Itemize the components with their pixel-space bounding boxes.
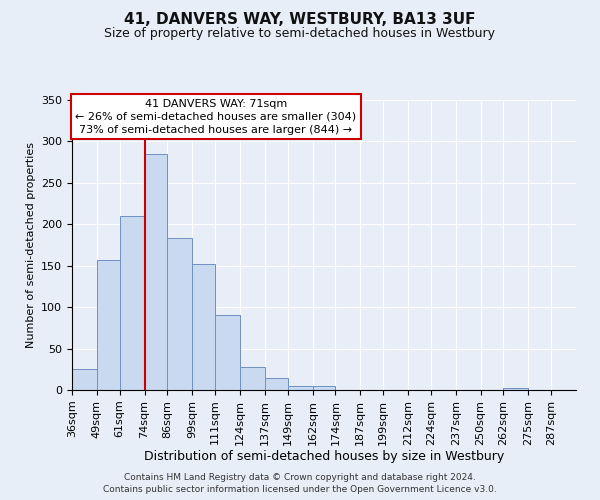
- Bar: [215, 314, 240, 390]
- X-axis label: Distribution of semi-detached houses by size in Westbury: Distribution of semi-detached houses by …: [144, 450, 504, 464]
- Bar: [145, 154, 167, 390]
- Bar: [240, 367, 265, 390]
- Text: Contains public sector information licensed under the Open Government Licence v3: Contains public sector information licen…: [103, 484, 497, 494]
- Bar: [167, 238, 192, 390]
- Bar: [97, 260, 120, 390]
- Text: Contains HM Land Registry data © Crown copyright and database right 2024.: Contains HM Land Registry data © Crown c…: [124, 473, 476, 482]
- Text: 41, DANVERS WAY, WESTBURY, BA13 3UF: 41, DANVERS WAY, WESTBURY, BA13 3UF: [124, 12, 476, 28]
- Bar: [503, 388, 528, 390]
- Text: Size of property relative to semi-detached houses in Westbury: Size of property relative to semi-detach…: [104, 28, 496, 40]
- Bar: [313, 386, 335, 390]
- Bar: [72, 370, 97, 390]
- Bar: [192, 264, 215, 390]
- Bar: [265, 378, 288, 390]
- Bar: [288, 386, 313, 390]
- Text: 41 DANVERS WAY: 71sqm
← 26% of semi-detached houses are smaller (304)
73% of sem: 41 DANVERS WAY: 71sqm ← 26% of semi-deta…: [75, 98, 356, 135]
- Y-axis label: Number of semi-detached properties: Number of semi-detached properties: [26, 142, 35, 348]
- Bar: [120, 216, 145, 390]
